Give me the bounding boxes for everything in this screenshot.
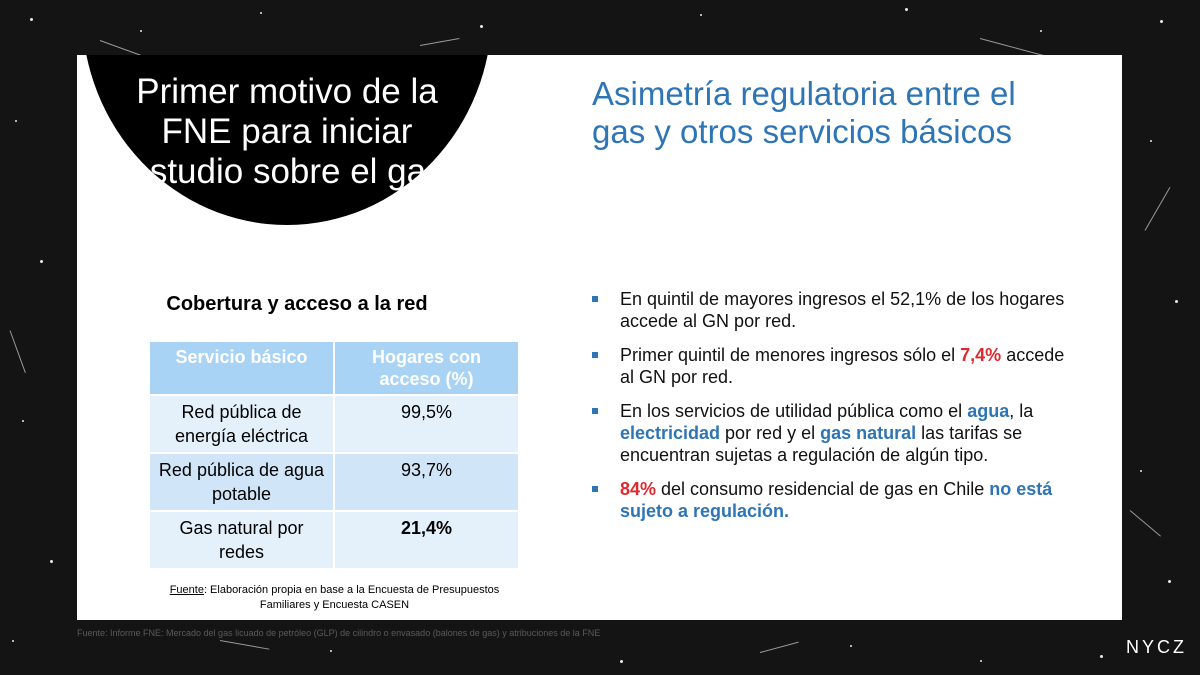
bullet-square-icon <box>592 408 598 414</box>
table-header-service: Servicio básico <box>150 342 335 395</box>
table-header-row: Servicio básico Hogares con acceso (%) <box>150 342 518 395</box>
bullet-text: del consumo residencial de gas en Chile <box>656 479 990 499</box>
bullet-list: En quintil de mayores ingresos el 52,1% … <box>592 288 1067 534</box>
table-header-households: Hogares con acceso (%) <box>333 342 518 395</box>
bullet-text: accede al GN por red. <box>620 345 1065 387</box>
table-source-note: Fuente: Elaboración propia en base a la … <box>157 583 512 613</box>
bullet-text: gas natural <box>820 423 917 443</box>
footer-source: Fuente: Informe FNE: Mercado del gas lic… <box>77 628 601 638</box>
table-cell-value: 99,5% <box>333 394 518 453</box>
bullet-text: no está sujeto a regulación. <box>620 479 1053 521</box>
source-label: Fuente <box>169 584 204 596</box>
circle-title: Primer motivo de la FNE para iniciar est… <box>130 72 444 191</box>
bullet-text: En quintil de mayores ingresos el 52,1% … <box>620 289 1065 331</box>
bullet-square-icon <box>592 296 598 302</box>
bullet-text: agua <box>967 401 1010 421</box>
source-text: : Elaboración propia en base a la Encues… <box>203 584 500 611</box>
table-cell-value: 93,7% <box>333 452 518 511</box>
table-cell-service: Gas natural por redes <box>150 510 335 568</box>
bullet-square-icon <box>592 486 598 492</box>
bullet-text: Primer quintil de menores ingresos sólo … <box>620 345 961 365</box>
table-cell-service: Red pública de energía eléctrica <box>150 394 335 453</box>
table-title: Cobertura y acceso a la red <box>166 293 428 315</box>
slide: Primer motivo de la FNE para iniciar est… <box>77 55 1122 620</box>
table-row: Red pública de agua potable 93,7% <box>150 452 518 511</box>
bullet-text: las tarifas se encuentran sujetas a regu… <box>620 423 1023 465</box>
bullet-item: 84% del consumo residencial de gas en Ch… <box>592 478 1067 522</box>
bullet-text: , la <box>1009 401 1034 421</box>
table-cell-value-highlight: 21,4% <box>333 510 518 568</box>
bullet-text: electricidad <box>620 423 721 443</box>
bullet-item: En los servicios de utilidad pública com… <box>592 400 1067 466</box>
slide-title: Asimetría regulatoria entre el gas y otr… <box>592 75 1016 150</box>
coverage-table: Servicio básico Hogares con acceso (%) R… <box>150 342 518 568</box>
nycz-logo: NYCZ <box>1126 637 1187 657</box>
table-row: Gas natural por redes 21,4% <box>150 510 518 568</box>
bullet-item: En quintil de mayores ingresos el 52,1% … <box>592 288 1067 332</box>
bullet-text: 7,4% <box>960 345 1002 365</box>
bullet-text: 84% <box>620 479 657 499</box>
bullet-text: por red y el <box>720 423 821 443</box>
bullet-text: En los servicios de utilidad pública com… <box>620 401 968 421</box>
bullet-square-icon <box>592 352 598 358</box>
bullet-item: Primer quintil de menores ingresos sólo … <box>592 344 1067 388</box>
table-cell-service: Red pública de agua potable <box>150 452 335 511</box>
table-row: Red pública de energía eléctrica 99,5% <box>150 394 518 453</box>
